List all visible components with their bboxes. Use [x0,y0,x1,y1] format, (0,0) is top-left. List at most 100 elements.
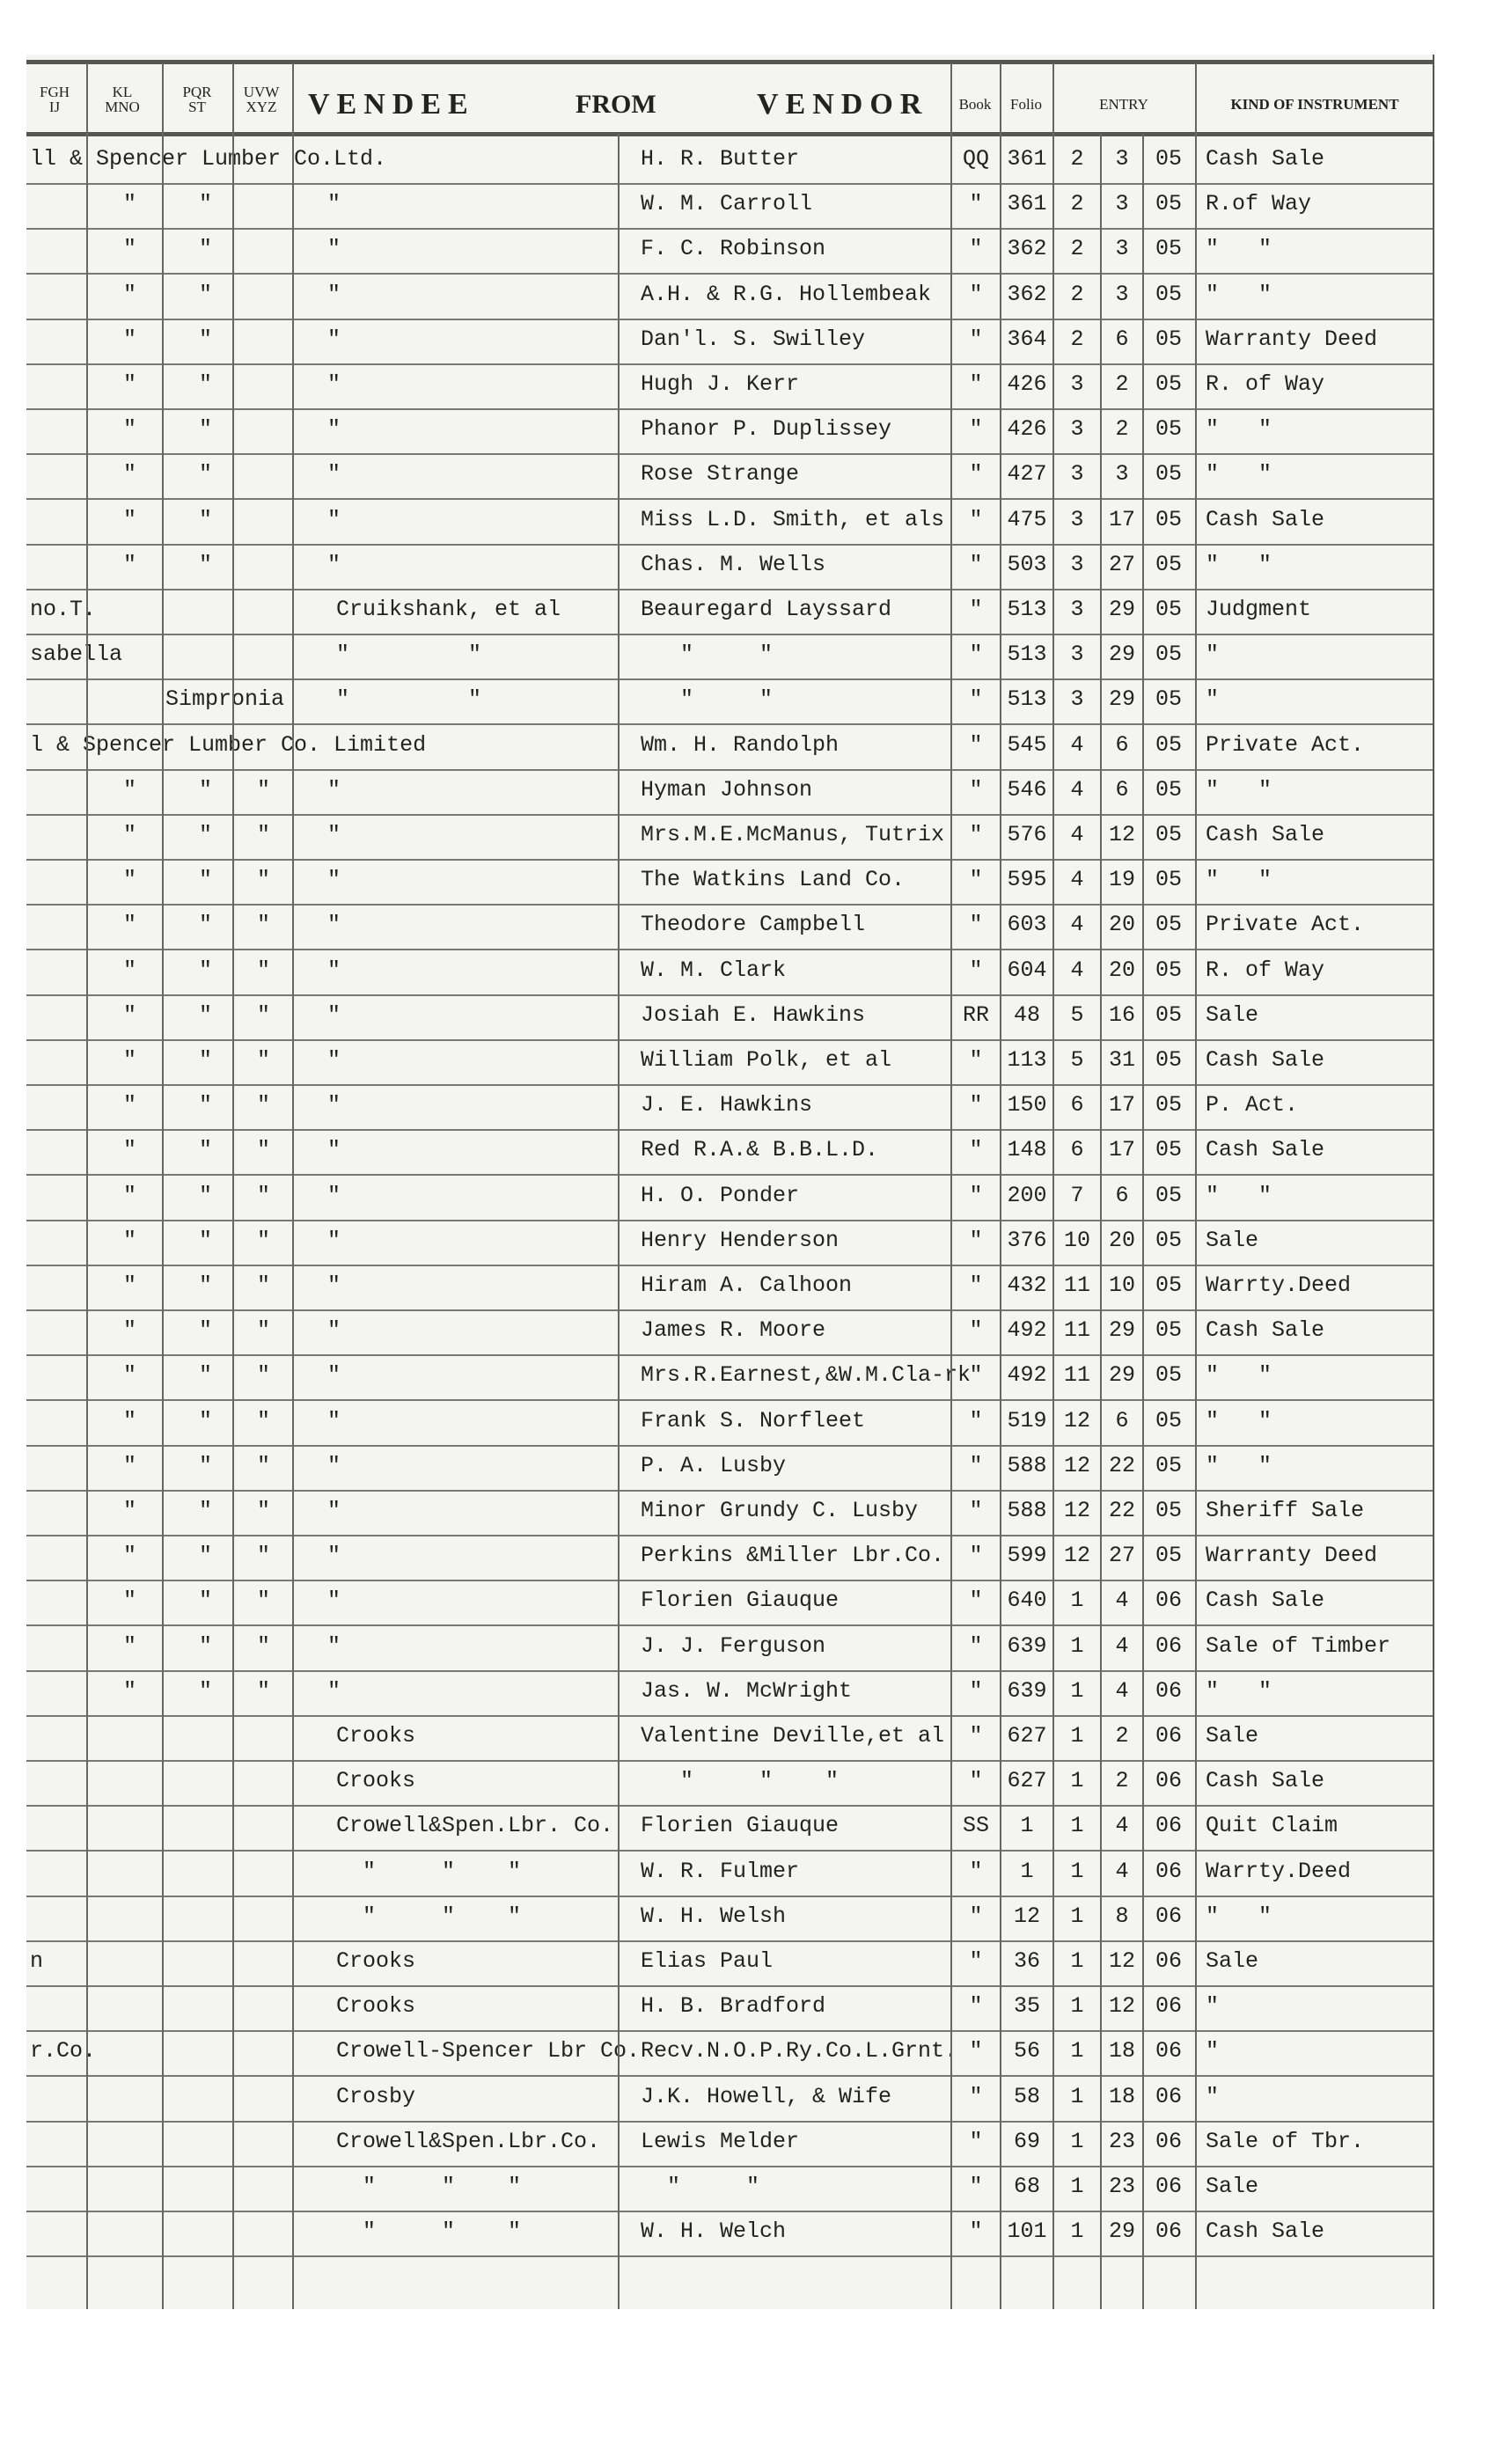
vendee-cell: " [327,1317,341,1344]
ditto-mark: " [199,416,213,443]
d-cell: 4 [1115,1677,1129,1704]
kind-cell: Sale of Tbr. [1206,2128,1365,2154]
vendee-cell: " [327,1498,341,1523]
y-cell: 05 [1155,1452,1182,1478]
table-row: " " " Chas. M. Wells " 503 3 27 05 " " [26,548,1433,593]
m-cell: 3 [1070,371,1084,397]
d-cell: 27 [1108,551,1135,577]
folio-cell: 427 [1007,461,1047,488]
column-rule [950,63,952,2309]
folio-cell: 492 [1007,1362,1047,1389]
book-cell: " [969,776,983,803]
vendee-cell: " " [336,686,482,713]
book-cell: " [969,191,983,217]
y-cell: 06 [1155,1948,1182,1974]
m-cell: 11 [1063,1362,1090,1389]
m-cell: 3 [1070,686,1084,713]
m-cell: 1 [1070,2174,1084,2199]
folio-cell: 513 [1007,686,1047,713]
row-rule [26,1219,1433,1221]
m-cell: 3 [1070,461,1084,488]
m-cell: 1 [1070,1768,1084,1794]
row-rule [26,949,1433,951]
kind-cell: " " [1206,281,1272,307]
kind-cell: Cash Sale [1206,146,1325,172]
folio-cell: 56 [1013,2038,1040,2064]
book-cell: " [969,1993,983,2020]
y-cell: 05 [1155,191,1182,217]
vendor-cell: Perkins &Miller Lbr.Co. [641,1543,945,1569]
folio-cell: 576 [1007,822,1047,847]
book-cell: " [969,2218,983,2245]
folio-cell: 432 [1007,1272,1047,1298]
y-cell: 05 [1155,551,1182,577]
m-cell: 7 [1070,1182,1084,1208]
ditto-mark: " [123,1543,137,1569]
y-cell: 05 [1155,1317,1182,1344]
book-cell: " [969,2174,983,2199]
vendor-cell: J. J. Ferguson [641,1632,826,1659]
vendor-cell: W. M. Clark [641,957,787,983]
folio-cell: 595 [1007,867,1047,893]
m-cell: 4 [1070,867,1084,893]
folio-cell: 150 [1007,1092,1047,1118]
row-rule [26,813,1433,816]
ditto-mark: " [199,1498,213,1523]
ditto-mark: " [123,822,137,847]
m-cell: 1 [1070,1858,1084,1884]
folio-cell: 513 [1007,642,1047,668]
ditto-mark: " [199,1317,213,1344]
folio-cell: 69 [1013,2128,1040,2154]
header-entry: ENTRY [1099,96,1148,113]
kind-cell: Warrty.Deed [1206,1272,1352,1298]
y-cell: 06 [1155,1903,1182,1929]
y-cell: 05 [1155,731,1182,758]
ditto-mark: " [257,867,271,893]
kind-cell: Sale of Timber [1206,1632,1391,1659]
vendor-cell: J. E. Hawkins [641,1092,813,1118]
ditto-mark: " [257,822,271,847]
vendor-cell: Josiah E. Hawkins [641,1001,866,1028]
column-rule [1100,134,1102,2309]
folio-cell: 627 [1007,1723,1047,1749]
kind-cell: P. Act. [1206,1092,1299,1118]
ditto-mark: " [199,281,213,307]
ditto-mark: " [199,1092,213,1118]
book-cell: " [969,371,983,397]
table-row: " " " " Minor Grundy C. Lusby " 588 12 22 05 Sheri… [26,1494,1433,1539]
kind-cell: Cash Sale [1206,1588,1325,1614]
m-cell: 12 [1063,1452,1090,1478]
book-cell: " [969,822,983,847]
folio-cell: 364 [1007,326,1047,352]
ditto-mark: " [257,1272,271,1298]
y-cell: 05 [1155,1137,1182,1163]
y-cell: 05 [1155,326,1182,352]
ditto-mark: " [199,867,213,893]
ditto-mark: " [199,957,213,983]
m-cell: 6 [1070,1092,1084,1118]
ditto-mark: " [123,1588,137,1614]
table-row: " " " F. C. Robinson " 362 2 3 05 " " [26,232,1433,277]
table-row: n Crooks Elias Paul " 36 1 12 06 Sale [26,1945,1433,1990]
row-rule [26,1669,1433,1672]
folio-cell: 36 [1013,1948,1040,1974]
kind-cell: " [1206,1993,1220,2020]
ditto-mark: " [257,1588,271,1614]
vendee-cell: " [327,1362,341,1389]
vendor-cell: Valentine Deville,et al [641,1723,945,1749]
header-vendee: VENDEE [308,88,475,121]
book-cell: " [969,326,983,352]
vendor-cell: The Watkins Land Co. [641,867,906,893]
table-row: " " " " P. A. Lusby " 588 12 22 05 " " [26,1449,1433,1494]
table-row: " " " Miss L.D. Smith, et als " 475 3 17 05 Cash … [26,503,1433,548]
d-cell: 17 [1108,506,1135,532]
vendor-cell: Henry Henderson [641,1227,840,1253]
vendee-cell: " [327,822,341,847]
vendee-cell: " [327,461,341,488]
table-row: " " " A.H. & R.G. Hollembeak " 362 2 3 05 " " [26,278,1433,323]
column-rule [86,63,88,2309]
m-cell: 3 [1070,642,1084,668]
header-folio: Folio [1010,96,1042,113]
ditto-mark: " [257,1182,271,1208]
vendor-cell: Frank S. Norfleet [641,1407,866,1434]
